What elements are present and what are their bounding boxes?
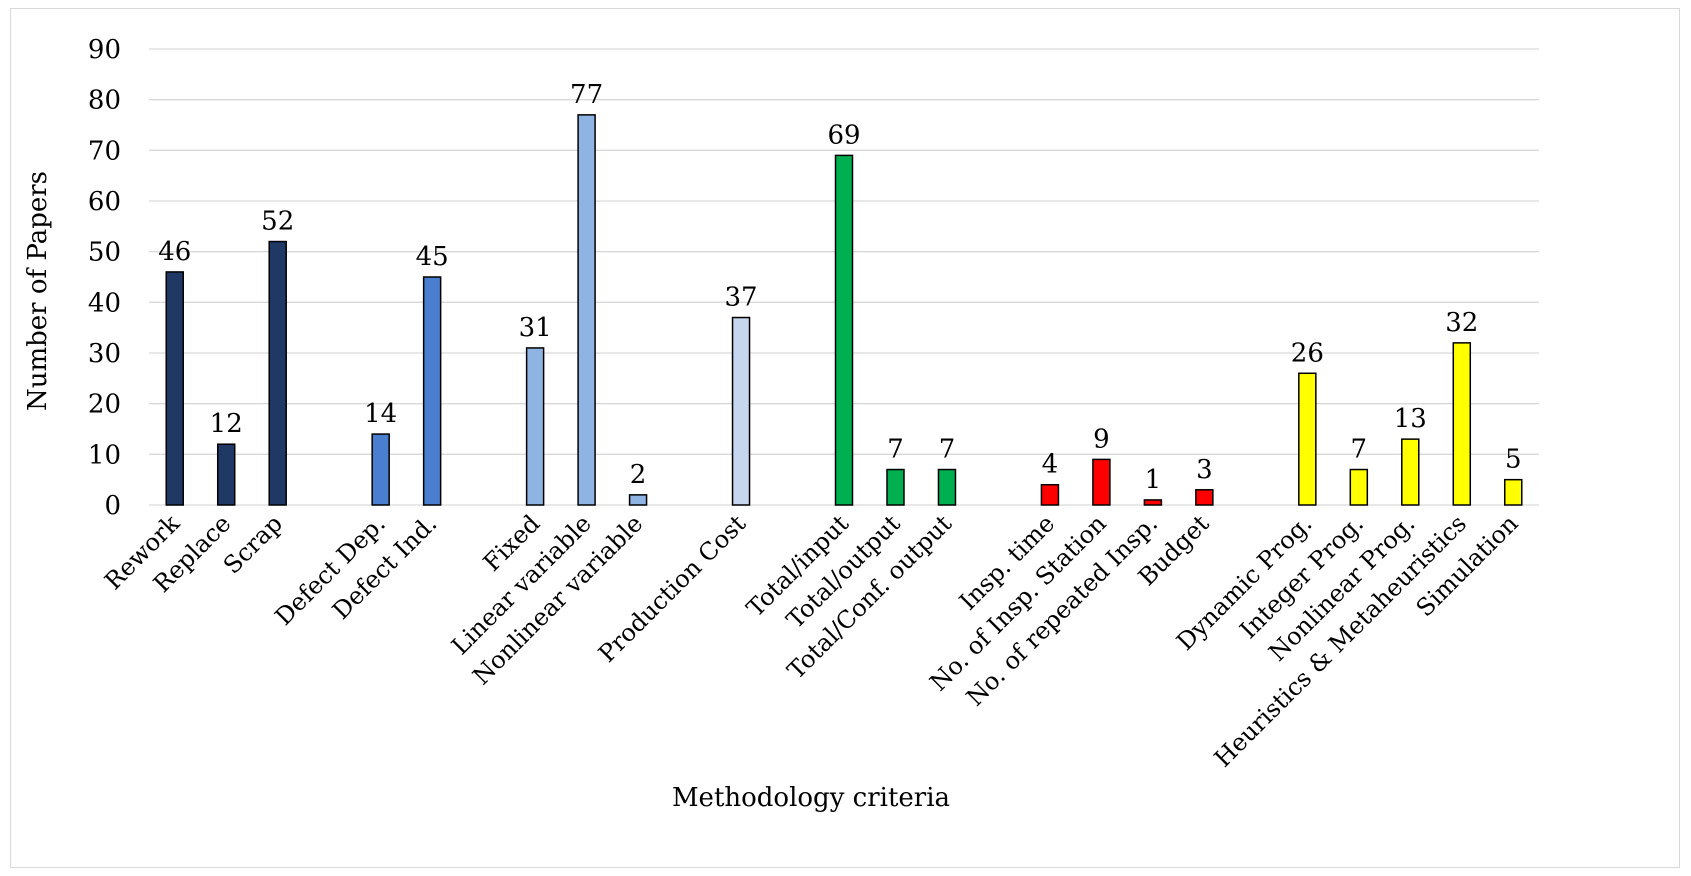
data-label: 32: [1445, 308, 1478, 338]
data-label: 14: [364, 399, 397, 429]
bar: [1092, 458, 1111, 506]
y-tick-label: 80: [88, 86, 121, 116]
y-tick-label: 40: [88, 288, 121, 318]
data-label: 52: [261, 207, 294, 237]
bar: [886, 468, 905, 506]
y-tick-label: 90: [88, 35, 121, 65]
y-axis-title: Number of Papers: [23, 171, 53, 411]
bar: [1195, 489, 1214, 506]
data-label: 5: [1505, 445, 1522, 475]
bar: [731, 316, 751, 506]
y-tick-label: 0: [104, 491, 121, 521]
bar: [1298, 372, 1317, 506]
y-tick-label: 60: [88, 187, 121, 217]
bar: [525, 347, 545, 506]
y-tick-label: 70: [88, 136, 121, 166]
data-label: 2: [630, 460, 647, 490]
y-tick-label: 20: [88, 390, 121, 420]
bar: [216, 443, 236, 506]
bar: [371, 433, 390, 506]
bars: [165, 114, 1523, 506]
data-label: 7: [1351, 435, 1368, 465]
data-label: 26: [1291, 338, 1324, 368]
chart-area: 0 10 20 30 40 50 60 70 80 90 46 12 52 14 45 31 77 2 37 69 7…: [10, 8, 1680, 868]
y-tick-label: 10: [88, 440, 121, 470]
bar: [1504, 478, 1523, 506]
data-label: 46: [158, 237, 191, 267]
data-label: 31: [519, 313, 552, 343]
data-label: 69: [827, 120, 860, 150]
data-label: 45: [416, 242, 449, 272]
bar: [1143, 499, 1163, 506]
bar: [165, 271, 184, 506]
x-category-label: Scrap: [218, 509, 288, 579]
bar: [628, 494, 648, 506]
bar: [1349, 468, 1369, 506]
data-label: 7: [939, 435, 956, 465]
bar: [422, 276, 442, 506]
bar: [834, 154, 854, 506]
data-label: 77: [570, 80, 603, 110]
bar: [577, 114, 596, 506]
y-axis-ticks: 0 10 20 30 40 50 60 70 80 90: [88, 35, 121, 521]
data-label: 13: [1394, 404, 1427, 434]
data-label: 1: [1145, 465, 1162, 495]
data-label: 3: [1196, 455, 1213, 485]
data-label: 4: [1042, 450, 1059, 480]
bar: [937, 468, 957, 506]
bar: [268, 240, 287, 506]
data-label: 12: [210, 409, 243, 439]
bar: [1401, 438, 1420, 506]
bar: [1040, 483, 1060, 506]
y-tick-label: 50: [88, 238, 121, 268]
data-label: 37: [724, 283, 757, 313]
data-label: 7: [887, 435, 904, 465]
data-label: 9: [1093, 424, 1110, 454]
bar: [1452, 342, 1472, 506]
y-tick-label: 30: [88, 339, 121, 369]
x-axis-title: Methodology criteria: [672, 783, 950, 813]
